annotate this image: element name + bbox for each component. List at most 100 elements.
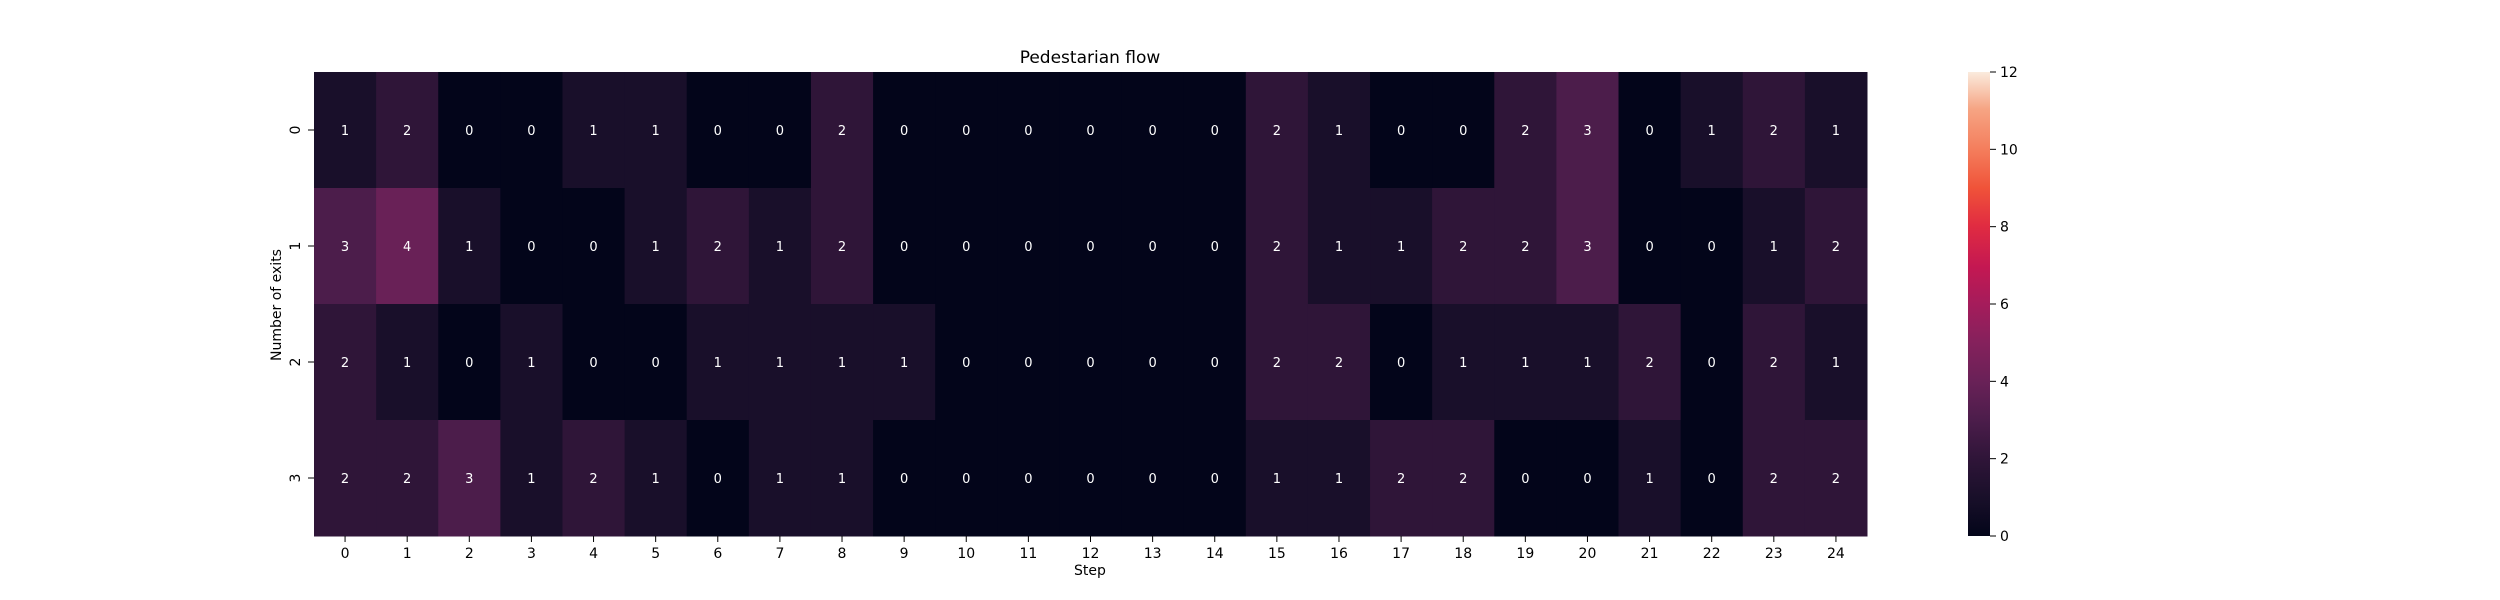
- heatmap-cell: [1742, 72, 1806, 189]
- cell-value-label: 2: [1273, 240, 1281, 255]
- heatmap-cell: [438, 420, 501, 537]
- x-tick-label: 20: [1579, 546, 1597, 562]
- x-tick-label: 17: [1392, 546, 1410, 562]
- heatmap-cell: [376, 188, 439, 305]
- cell-value-label: 2: [1273, 356, 1281, 371]
- cell-value-label: 3: [465, 472, 473, 487]
- heatmap-cell: [314, 304, 377, 421]
- cell-value-label: 0: [1148, 356, 1156, 371]
- heatmap-cell: [1307, 420, 1371, 537]
- heatmap-cell: [1245, 304, 1309, 421]
- heatmap-cell: [748, 72, 812, 189]
- heatmap-cell: [1680, 188, 1744, 305]
- x-tick-label: 12: [1082, 546, 1100, 562]
- heatmap-cell: [1680, 72, 1744, 189]
- heatmap-cell: [562, 420, 626, 537]
- heatmap-cell: [1121, 188, 1185, 305]
- x-tick-label: 9: [900, 546, 909, 562]
- heatmap-cell: [1680, 420, 1744, 537]
- cell-value-label: 1: [652, 240, 660, 255]
- cell-value-label: 1: [527, 472, 535, 487]
- heatmap-cell: [873, 188, 936, 305]
- cell-value-label: 2: [1459, 240, 1467, 255]
- heatmap-cell: [376, 304, 439, 421]
- cell-value-label: 0: [465, 124, 473, 139]
- x-tick-label: 6: [713, 546, 722, 562]
- cell-value-label: 0: [1708, 356, 1716, 371]
- heatmap-cell: [873, 304, 936, 421]
- heatmap-cell: [1183, 188, 1247, 305]
- cell-value-label: 1: [1832, 124, 1840, 139]
- heatmap-cell: [1059, 72, 1123, 189]
- cell-value-label: 1: [1397, 240, 1405, 255]
- colorbar-tick-label: 8: [2000, 220, 2009, 236]
- heatmap-cell: [376, 72, 439, 189]
- cell-value-label: 0: [1397, 124, 1405, 139]
- cell-value-label: 0: [1397, 356, 1405, 371]
- heatmap-cell: [438, 188, 501, 305]
- cell-value-label: 2: [1770, 356, 1778, 371]
- cell-value-label: 0: [776, 124, 784, 139]
- x-tick-label: 22: [1703, 546, 1721, 562]
- heatmap-cell: [1618, 188, 1682, 305]
- heatmap-cell: [810, 304, 874, 421]
- cell-value-label: 0: [1211, 472, 1219, 487]
- cell-value-label: 0: [900, 472, 908, 487]
- heatmap-cell: [1121, 72, 1185, 189]
- heatmap-cell: [624, 72, 688, 189]
- colorbar-tick-label: 12: [2000, 65, 2018, 81]
- cell-value-label: 0: [1211, 240, 1219, 255]
- cell-value-label: 2: [1770, 124, 1778, 139]
- y-tick-label: 2: [288, 358, 304, 367]
- x-axis: 0 1 2 3 4 5 6 7 8 9 10 11 12 13 14 15 16 17 18 19 20 21 22 23 24: [341, 536, 1845, 562]
- heatmap-cell: [748, 304, 812, 421]
- y-tick-label: 0: [288, 126, 304, 135]
- chart-title: Pedestarian flow: [1020, 48, 1161, 68]
- cell-value-label: 0: [962, 124, 970, 139]
- heatmap-cell: [1556, 72, 1620, 189]
- y-tick-label: 1: [288, 242, 304, 251]
- heatmap-cell: [810, 420, 874, 537]
- heatmap-cell: [500, 188, 563, 305]
- heatmap-cell: [1059, 188, 1123, 305]
- heatmap-cell: [562, 188, 626, 305]
- cell-value-label: 2: [1335, 356, 1343, 371]
- cell-value-label: 0: [714, 472, 722, 487]
- colorbar: 0 2 4 6 8 10 12: [1968, 65, 2018, 545]
- cell-value-label: 2: [714, 240, 722, 255]
- heatmap-cell: [1804, 188, 1868, 305]
- cell-value-label: 2: [1521, 124, 1529, 139]
- heatmap-cells: 1 2 0 0 1 1 0 0 2 0 0 0 0 0 0 2 1 0 0 2 3 0 1 2 1 3 4 1 0 0 1 2 1 2 0 0 0 0 0 0…: [314, 72, 1868, 537]
- x-tick-label: 14: [1206, 546, 1224, 562]
- cell-value-label: 1: [838, 356, 846, 371]
- heatmap-cell: [1432, 188, 1495, 305]
- x-tick-label: 5: [651, 546, 660, 562]
- cell-value-label: 2: [403, 472, 411, 487]
- cell-value-label: 2: [1273, 124, 1281, 139]
- heatmap-cell: [314, 72, 377, 189]
- x-tick-label: 21: [1641, 546, 1659, 562]
- heatmap-cell: [1370, 420, 1433, 537]
- heatmap-cell: [1804, 420, 1868, 537]
- cell-value-label: 1: [1335, 124, 1343, 139]
- cell-value-label: 0: [1086, 124, 1094, 139]
- heatmap-cell: [686, 304, 750, 421]
- heatmap-cell: [376, 420, 439, 537]
- heatmap-cell: [1370, 72, 1433, 189]
- cell-value-label: 0: [1211, 124, 1219, 139]
- colorbar-tick-label: 0: [2000, 529, 2009, 545]
- heatmap-cell: [1494, 72, 1557, 189]
- heatmap-cell: [624, 304, 688, 421]
- cell-value-label: 1: [1770, 240, 1778, 255]
- heatmap-cell: [810, 72, 874, 189]
- cell-value-label: 1: [776, 240, 784, 255]
- x-axis-label: Step: [1074, 563, 1106, 579]
- cell-value-label: 0: [1086, 240, 1094, 255]
- cell-value-label: 0: [900, 240, 908, 255]
- heatmap-cell: [935, 72, 998, 189]
- heatmap-cell: [1307, 188, 1371, 305]
- heatmap-cell: [1370, 304, 1433, 421]
- heatmap-cell: [997, 188, 1060, 305]
- x-tick-label: 19: [1516, 546, 1534, 562]
- x-tick-label: 1: [403, 546, 412, 562]
